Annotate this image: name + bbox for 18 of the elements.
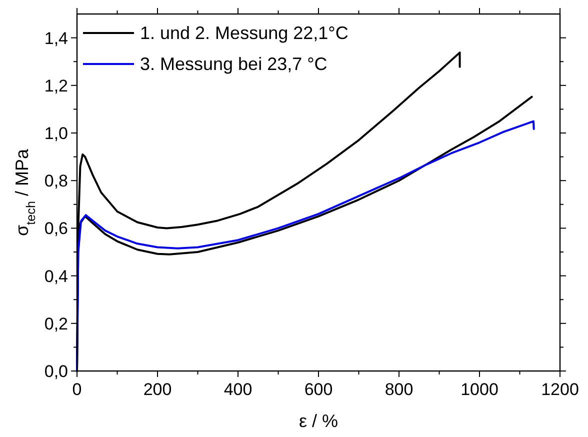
legend-label: 3. Messung bei 23,7 °C — [140, 54, 328, 74]
y-tick-label: 0,4 — [44, 266, 68, 286]
x-axis-title: ε / % — [298, 411, 338, 431]
x-tick-label: 400 — [224, 380, 252, 399]
y-tick-label: 0,2 — [44, 314, 68, 334]
y-tick-label: 1,0 — [44, 124, 68, 143]
x-tick-label: 1200 — [541, 380, 579, 399]
y-tick-label: 1,4 — [44, 28, 68, 48]
y-tick-label: 0,8 — [44, 172, 68, 191]
y-tick-label: 0,6 — [44, 219, 68, 238]
y-tick-label: 0,0 — [44, 362, 68, 381]
x-tick-label: 600 — [304, 380, 333, 399]
x-tick-label: 1000 — [460, 380, 498, 399]
x-tick-label: 200 — [143, 380, 172, 399]
y-tick-label: 1,2 — [44, 76, 68, 96]
x-tick-label: 0 — [72, 380, 82, 399]
legend-label: 1. und 2. Messung 22,1°C — [140, 23, 348, 43]
x-tick-label: 800 — [384, 380, 414, 399]
